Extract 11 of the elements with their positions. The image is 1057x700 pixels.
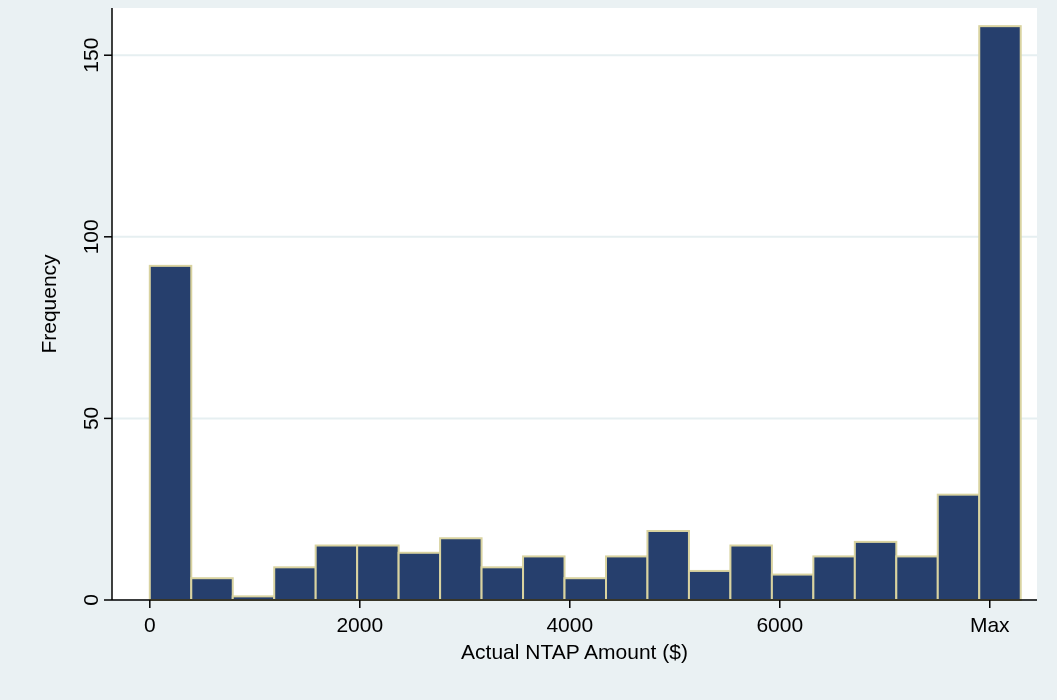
y-tick-label: 50	[79, 406, 102, 431]
x-axis-title: Actual NTAP Amount ($)	[461, 640, 688, 663]
y-tick-label: 100	[79, 219, 102, 255]
y-tick-label: 150	[79, 37, 102, 73]
x-tick-label: Max	[969, 613, 1011, 636]
y-axis-title: Frequency	[37, 253, 60, 354]
x-tick-label: 4000	[546, 613, 594, 636]
x-tick-label: 2000	[336, 613, 384, 636]
x-tick-label: 0	[143, 613, 156, 636]
y-tick-label: 0	[79, 594, 102, 606]
x-tick-label: 6000	[756, 613, 804, 636]
